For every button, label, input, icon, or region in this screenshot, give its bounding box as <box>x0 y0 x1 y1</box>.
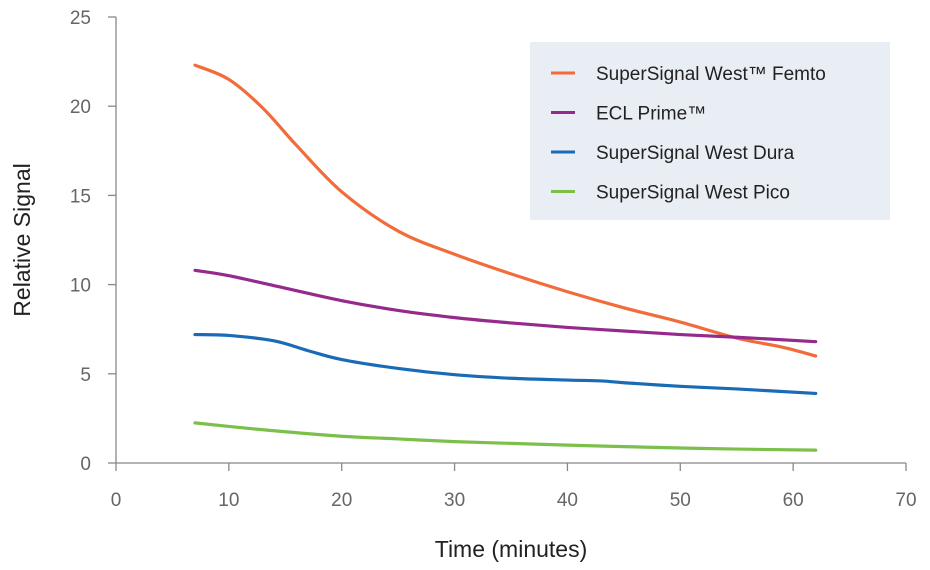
series-line <box>193 421 818 452</box>
y-tick-label: 10 <box>70 276 91 297</box>
y-axis-title: Relative Signal <box>9 163 35 316</box>
series-line <box>193 268 818 344</box>
y-tick-label: 0 <box>80 454 91 475</box>
x-tick-label: 10 <box>218 490 239 511</box>
axes <box>115 17 906 464</box>
y-tick-label: 15 <box>70 186 91 207</box>
legend-label: ECL Prime™ <box>596 104 706 125</box>
x-tick-label: 0 <box>111 490 122 511</box>
y-tick-label: 20 <box>70 97 91 118</box>
x-tick-label: 20 <box>331 490 352 511</box>
legend-label: SuperSignal West Pico <box>596 183 790 204</box>
series-line <box>193 332 818 396</box>
x-tick-label: 30 <box>444 490 465 511</box>
legend: SuperSignal West™ Femto ECL Prime™ SuperSi… <box>530 42 890 220</box>
x-tick-label: 70 <box>895 490 916 511</box>
x-tick-label: 50 <box>670 490 691 511</box>
legend-items: SuperSignal West™ Femto ECL Prime™ SuperSi… <box>551 64 826 204</box>
y-tick-label: 5 <box>80 365 91 386</box>
x-tick-label: 40 <box>557 490 578 511</box>
x-ticks: 0 10 20 30 40 50 60 70 <box>111 463 917 511</box>
x-tick-label: 60 <box>783 490 804 511</box>
y-tick-label: 25 <box>70 8 91 29</box>
legend-background <box>530 42 890 220</box>
series-lines <box>193 63 818 452</box>
legend-label: SuperSignal West™ Femto <box>596 64 826 85</box>
legend-label: SuperSignal West Dura <box>596 143 795 164</box>
x-axis-title: Time (minutes) <box>435 536 588 562</box>
y-ticks: 0 5 10 15 20 25 <box>70 8 116 475</box>
